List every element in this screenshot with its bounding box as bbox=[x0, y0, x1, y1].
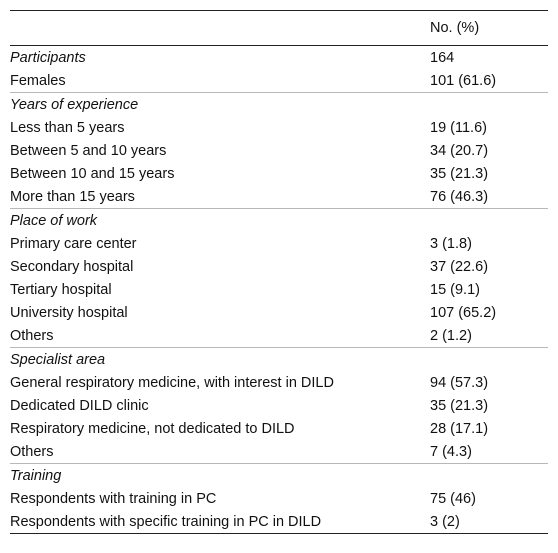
section-title: Place of work bbox=[10, 208, 430, 232]
row-label: Females bbox=[10, 72, 66, 89]
row-label: Between 10 and 15 years bbox=[10, 165, 175, 182]
section-value bbox=[430, 208, 548, 232]
row-label: Tertiary hospital bbox=[10, 281, 112, 298]
section-title: Years of experience bbox=[10, 92, 430, 116]
table-row: Between 5 and 10 years 34 (20.7) bbox=[10, 139, 548, 162]
row-label: Dedicated DILD clinic bbox=[10, 397, 149, 414]
row-value: 37 (22.6) bbox=[430, 258, 489, 275]
section-value bbox=[430, 92, 548, 116]
table-body: Participants 164 Females 101 (61.6) Years of… bbox=[10, 46, 548, 534]
row-label: Respiratory medicine, not dedicated to D… bbox=[10, 420, 295, 437]
row-value: 7 (4.3) bbox=[430, 443, 472, 460]
row-label: Others bbox=[10, 443, 54, 460]
row-label: Others bbox=[10, 327, 54, 344]
table-header: No. (%) bbox=[10, 10, 548, 46]
survey-table: No. (%) Participants 164 Females 101 (61.6)… bbox=[10, 10, 548, 534]
row-value: 35 (21.3) bbox=[430, 397, 489, 414]
header-row: No. (%) bbox=[10, 10, 548, 46]
section-title: Participants bbox=[10, 49, 86, 66]
section-value bbox=[430, 463, 548, 487]
survey-table-container: No. (%) Participants 164 Females 101 (61.6)… bbox=[10, 10, 548, 534]
section-row: Specialist area bbox=[10, 347, 548, 371]
table-row: Primary care center 3 (1.8) bbox=[10, 232, 548, 255]
table-row: General respiratory medicine, with inter… bbox=[10, 371, 548, 394]
row-value: 75 (46) bbox=[430, 490, 476, 507]
row-value: 101 (61.6) bbox=[430, 72, 497, 89]
row-value: 3 (1.8) bbox=[430, 235, 472, 252]
row-label: General respiratory medicine, with inter… bbox=[10, 374, 334, 391]
row-value: 107 (65.2) bbox=[430, 304, 497, 321]
row-label: Primary care center bbox=[10, 235, 137, 252]
row-value: 2 (1.2) bbox=[430, 327, 472, 344]
table-row: Respiratory medicine, not dedicated to D… bbox=[10, 417, 548, 440]
table-row: Secondary hospital 37 (22.6) bbox=[10, 255, 548, 278]
row-label: Less than 5 years bbox=[10, 119, 125, 136]
table-row: Respondents with specific training in PC… bbox=[10, 510, 548, 534]
section-title: Specialist area bbox=[10, 347, 430, 371]
row-label: Secondary hospital bbox=[10, 258, 134, 275]
section-row: Participants 164 bbox=[10, 46, 548, 70]
row-label: More than 15 years bbox=[10, 188, 135, 205]
table-row: Tertiary hospital 15 (9.1) bbox=[10, 278, 548, 301]
section-row: Years of experience bbox=[10, 92, 548, 116]
row-label: Respondents with specific training in PC… bbox=[10, 513, 322, 530]
table-row: Respondents with training in PC 75 (46) bbox=[10, 487, 548, 510]
row-value: 3 (2) bbox=[430, 513, 460, 530]
row-label: University hospital bbox=[10, 304, 128, 321]
table-row: Females 101 (61.6) bbox=[10, 69, 548, 93]
section-title: Training bbox=[10, 463, 430, 487]
header-value-cell: No. (%) bbox=[430, 10, 548, 46]
row-value: 28 (17.1) bbox=[430, 420, 489, 437]
row-value: 19 (11.6) bbox=[430, 119, 487, 136]
table-row: Others 7 (4.3) bbox=[10, 440, 548, 464]
row-value: 34 (20.7) bbox=[430, 142, 489, 159]
row-value: 94 (57.3) bbox=[430, 374, 489, 391]
header-label-cell bbox=[10, 10, 430, 46]
section-value bbox=[430, 347, 548, 371]
row-label: Between 5 and 10 years bbox=[10, 142, 167, 159]
row-label: Respondents with training in PC bbox=[10, 490, 217, 507]
table-row: Less than 5 years 19 (11.6) bbox=[10, 116, 548, 139]
row-value: 15 (9.1) bbox=[430, 281, 480, 298]
table-row: More than 15 years 76 (46.3) bbox=[10, 185, 548, 209]
table-row: University hospital 107 (65.2) bbox=[10, 301, 548, 324]
table-row: Others 2 (1.2) bbox=[10, 324, 548, 348]
row-value: 35 (21.3) bbox=[430, 165, 489, 182]
section-value: 164 bbox=[430, 49, 455, 66]
table-row: Dedicated DILD clinic 35 (21.3) bbox=[10, 394, 548, 417]
table-row: Between 10 and 15 years 35 (21.3) bbox=[10, 162, 548, 185]
section-row: Training bbox=[10, 463, 548, 487]
section-row: Place of work bbox=[10, 208, 548, 232]
row-value: 76 (46.3) bbox=[430, 188, 489, 205]
